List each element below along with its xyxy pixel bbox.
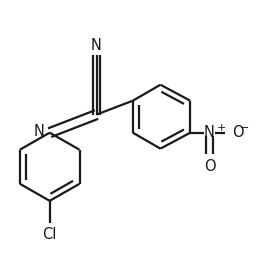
Text: +: + [217, 123, 226, 133]
Text: −: − [240, 123, 249, 133]
Text: O: O [232, 125, 243, 140]
Text: N: N [91, 38, 102, 53]
Text: Cl: Cl [42, 227, 57, 242]
Text: N: N [204, 125, 215, 140]
Text: O: O [204, 159, 215, 174]
Text: N: N [33, 124, 44, 139]
